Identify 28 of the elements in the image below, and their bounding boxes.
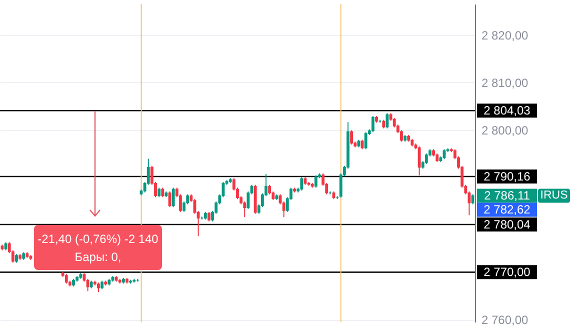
candlestick <box>418 146 421 176</box>
text: 2 782,62 <box>484 202 531 217</box>
ref-line-label: 2 790,16 <box>484 169 531 184</box>
y-tick-label: 2 760,00 <box>482 313 529 328</box>
candlestick <box>424 153 428 164</box>
annotation: Бары: 0, <box>74 249 122 266</box>
candlestick <box>364 132 368 150</box>
candlestick <box>300 176 304 192</box>
candlestick <box>97 282 100 293</box>
candlestick <box>372 116 374 133</box>
candlestick <box>158 187 161 198</box>
tooltip-box: -21,40 (-0,76%) -2 140 Бары: 0, <box>34 225 162 270</box>
text: 2 786,11 <box>484 188 530 203</box>
candlestick <box>314 174 318 188</box>
candlestick <box>350 130 354 145</box>
annotation: -21,40 (-0,76%) -2 140 <box>36 231 160 248</box>
y-tick-label: 2 810,00 <box>482 76 529 90</box>
candlestick <box>172 187 175 208</box>
y-tick-label: 2 820,00 <box>482 28 529 42</box>
candlestick <box>208 211 210 222</box>
ref-line-label: 2 770,00 <box>484 265 531 280</box>
ref-line-label: 2 804,03 <box>484 104 531 118</box>
y-tick-label: 2 800,00 <box>482 123 529 138</box>
candlestick <box>193 198 196 214</box>
candlestick <box>64 274 68 284</box>
text: IRUS <box>540 190 568 202</box>
candlestick <box>161 187 164 198</box>
ref-line-label: 2 780,04 <box>484 218 531 232</box>
